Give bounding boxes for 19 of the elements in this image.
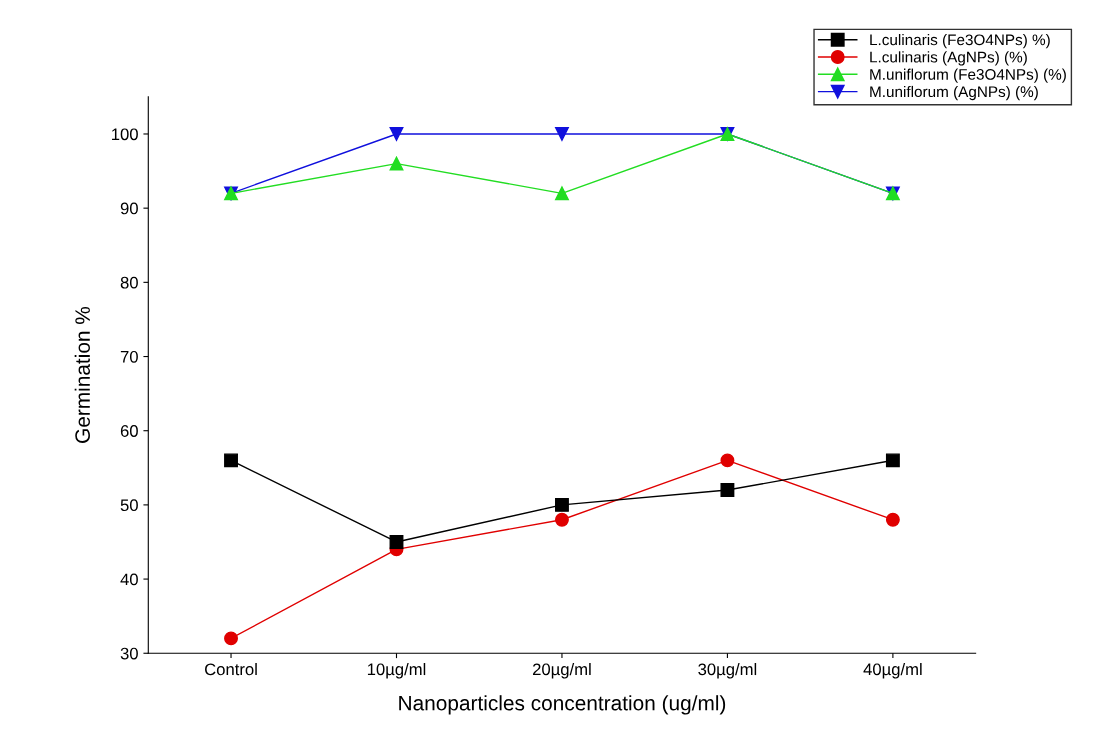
x-tick-label: 10µg/ml xyxy=(367,662,426,679)
y-tick-label: 50 xyxy=(120,499,138,512)
y-tick-label: 40 xyxy=(120,573,138,586)
y-tick-label: 60 xyxy=(120,425,138,437)
x-axis-title: Nanoparticles concentration (ug/ml) xyxy=(399,695,726,715)
y-tick-label: 30 xyxy=(120,647,138,660)
y-tick-label: 100 xyxy=(112,128,138,141)
x-tick-label: 40µg/ml xyxy=(863,662,922,679)
x-tick-label: 30µg/ml xyxy=(698,662,757,679)
legend-label: L.culinaris (AgNPs) (%) xyxy=(870,51,1027,66)
x-tick-label: Control xyxy=(205,662,257,676)
x-tick-label: 20µg/ml xyxy=(532,662,591,679)
legend-label: M.uniflorum (Fe3O4NPs) (%) xyxy=(870,68,1066,83)
y-tick-label: 70 xyxy=(120,350,138,363)
y-tick-label: 80 xyxy=(120,276,138,289)
legend-label: M.uniflorum (AgNPs) (%) xyxy=(870,85,1038,101)
legend-label: L.culinaris (Fe3O4NPs) %) xyxy=(870,34,1050,49)
y-axis-title: Germination % xyxy=(74,306,90,443)
y-tick-label: 90 xyxy=(120,202,138,215)
